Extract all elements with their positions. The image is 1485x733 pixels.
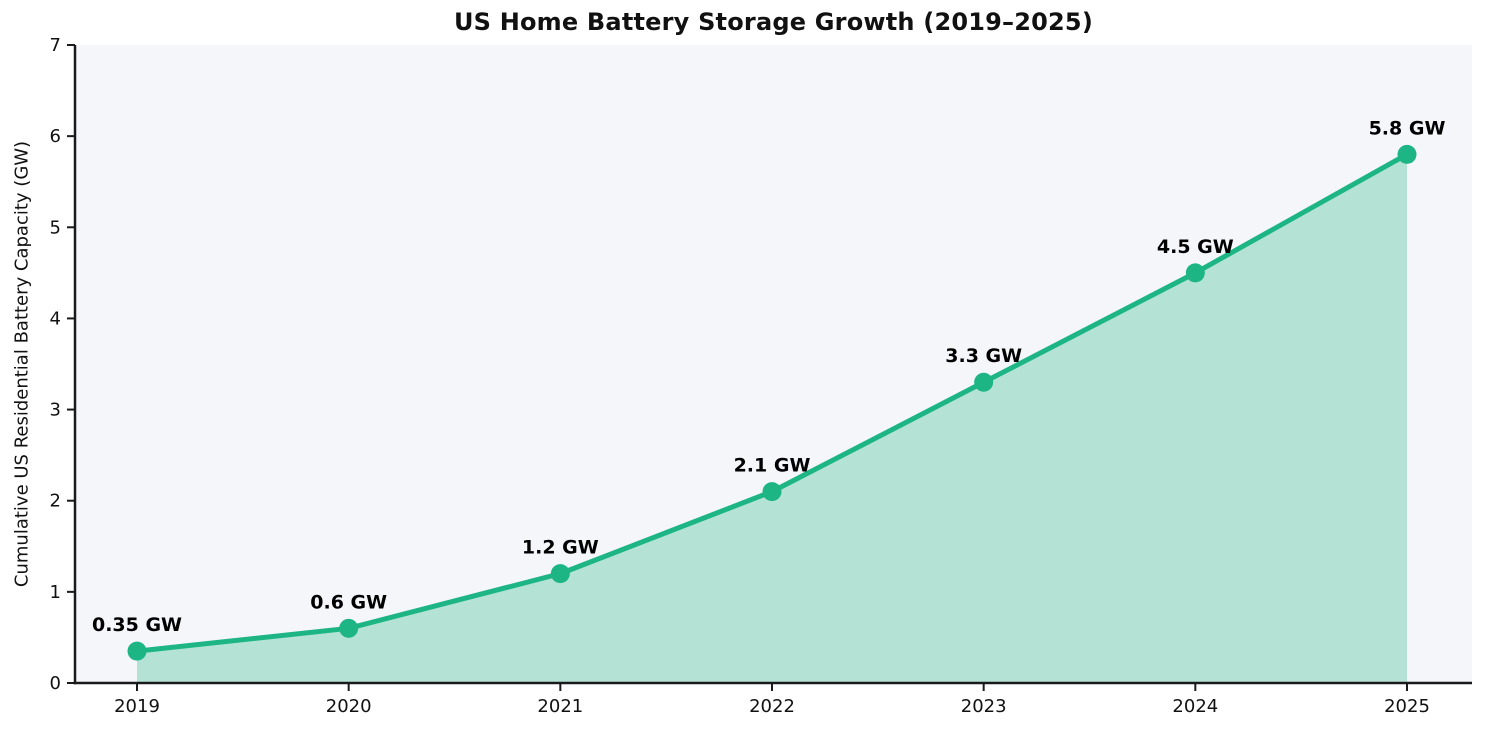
- y-axis-label: Cumulative US Residential Battery Capaci…: [11, 140, 33, 588]
- x-tick-label: 2025: [1384, 696, 1430, 717]
- data-point-label: 5.8 GW: [1369, 117, 1446, 139]
- data-point: [1397, 144, 1417, 164]
- data-point-label: 2.1 GW: [734, 455, 811, 477]
- data-point-label: 0.35 GW: [92, 614, 182, 636]
- y-tick-label: 3: [50, 400, 61, 421]
- y-tick-label: 5: [50, 217, 61, 238]
- y-tick-label: 0: [50, 673, 61, 694]
- data-point-label: 3.3 GW: [945, 345, 1022, 367]
- plot-background: [75, 45, 1472, 683]
- x-tick-label: 2022: [749, 696, 795, 717]
- data-point: [974, 372, 994, 392]
- x-tick-label: 2019: [114, 696, 160, 717]
- y-tick-label: 1: [50, 582, 61, 603]
- y-tick-label: 7: [50, 35, 61, 56]
- y-tick-label: 6: [50, 126, 61, 147]
- data-point: [550, 564, 570, 584]
- chart-title: US Home Battery Storage Growth (2019–202…: [453, 8, 1094, 36]
- data-point: [127, 641, 147, 661]
- x-tick-label: 2021: [537, 696, 583, 717]
- y-tick-label: 4: [50, 308, 61, 329]
- data-point-label: 1.2 GW: [522, 537, 599, 559]
- x-tick-label: 2020: [326, 696, 372, 717]
- x-tick-label: 2023: [961, 696, 1007, 717]
- data-point: [339, 618, 359, 638]
- area-fill: [137, 154, 1407, 683]
- y-tick-label: 2: [50, 491, 61, 512]
- data-point: [762, 482, 782, 502]
- data-point-label: 4.5 GW: [1157, 236, 1234, 258]
- data-point: [1185, 263, 1205, 283]
- data-point-label: 0.6 GW: [310, 591, 387, 613]
- x-tick-label: 2024: [1172, 696, 1218, 717]
